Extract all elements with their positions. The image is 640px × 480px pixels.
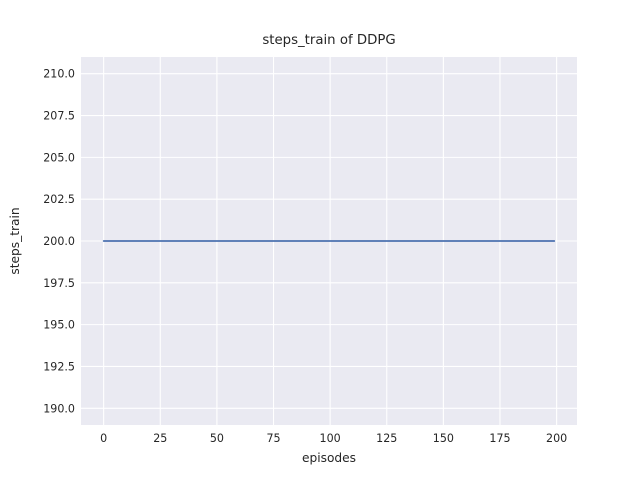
y-tick-label: 200.0	[43, 235, 75, 248]
y-tick-label: 210.0	[43, 68, 75, 81]
x-tick-label: 75	[266, 432, 280, 445]
x-tick-label: 50	[210, 432, 224, 445]
x-tick-label: 125	[376, 432, 397, 445]
x-tick-label: 0	[100, 432, 107, 445]
y-tick-label: 190.0	[43, 402, 75, 415]
y-tick-label: 205.0	[43, 151, 75, 164]
x-tick-label: 25	[153, 432, 167, 445]
y-tick-label: 197.5	[43, 277, 75, 290]
x-tick-label: 200	[546, 432, 567, 445]
x-tick-label: 100	[320, 432, 341, 445]
y-tick-label: 207.5	[43, 110, 75, 123]
y-tick-label: 195.0	[43, 319, 75, 332]
x-tick-label: 150	[433, 432, 454, 445]
x-tick-label: 175	[489, 432, 510, 445]
chart-title: steps_train of DDPG	[262, 33, 396, 48]
y-tick-label: 202.5	[43, 193, 75, 206]
y-tick-label: 192.5	[43, 360, 75, 373]
x-axis-label: episodes	[301, 451, 356, 465]
